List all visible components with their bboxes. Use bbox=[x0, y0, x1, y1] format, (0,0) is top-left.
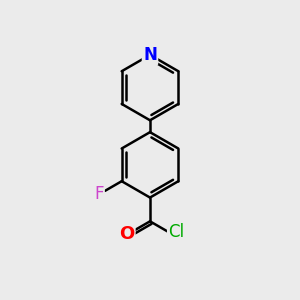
Text: Cl: Cl bbox=[168, 224, 184, 242]
Text: F: F bbox=[94, 185, 104, 203]
Text: O: O bbox=[119, 225, 135, 243]
Text: N: N bbox=[143, 46, 157, 64]
